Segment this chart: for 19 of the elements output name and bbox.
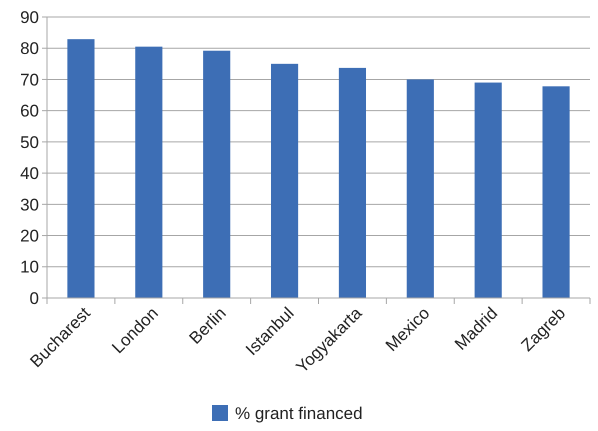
y-tick-label: 30 — [20, 195, 39, 214]
bar — [135, 46, 162, 298]
bar — [474, 82, 502, 298]
y-tick-label: 40 — [20, 164, 39, 184]
bar — [270, 64, 298, 298]
y-tick-label: 20 — [20, 226, 39, 246]
y-tick-label: 80 — [20, 39, 39, 58]
bar — [406, 79, 434, 298]
y-tick-label: 10 — [20, 258, 39, 277]
y-tick-label: 0 — [30, 288, 39, 308]
y-tick-label: 90 — [20, 8, 39, 27]
y-tick-label: 60 — [20, 102, 39, 121]
bar — [542, 86, 570, 298]
bar — [67, 39, 95, 298]
legend-label: % grant financed — [235, 404, 363, 423]
bar — [203, 50, 230, 298]
y-tick-label: 50 — [20, 132, 39, 152]
bar — [338, 68, 366, 298]
y-tick-label: 70 — [20, 70, 39, 90]
